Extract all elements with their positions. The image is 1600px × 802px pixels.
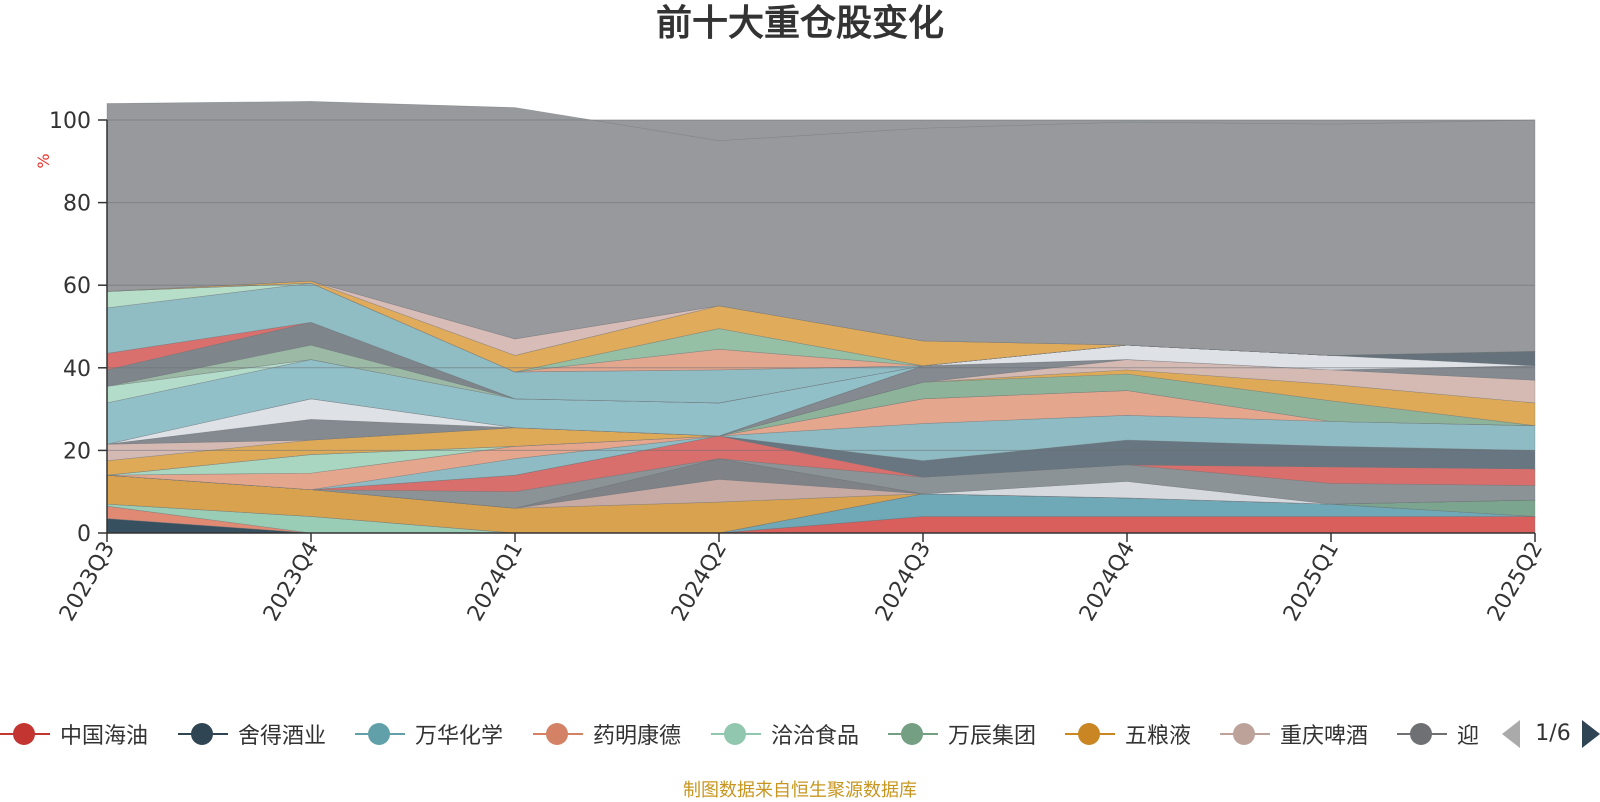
- legend-marker-icon: [1397, 722, 1447, 746]
- legend-marker-icon: [888, 722, 938, 746]
- legend-label: 万华化学: [415, 724, 504, 749]
- source-note: 制图数据来自恒生聚源数据库: [683, 780, 917, 801]
- triangle-left-icon[interactable]: [1500, 712, 1522, 756]
- legend-label: 五粮液: [1125, 724, 1192, 749]
- x-tick-label: 2024Q1: [463, 538, 528, 626]
- area-series-34: [106, 101, 1536, 356]
- x-tick-label: 2025Q1: [1279, 538, 1344, 626]
- y-tick-label: 100: [49, 109, 91, 134]
- legend-item[interactable]: 洽洽食品: [711, 712, 859, 756]
- legend-marker-icon: [533, 722, 583, 746]
- chart-plot: 0 20 40 60 80 100 2023Q3 2023Q4 2024Q1 2024Q2 2024…: [34, 101, 1548, 626]
- y-axis-unit: %: [34, 153, 53, 168]
- legend-marker-icon: [1065, 722, 1115, 746]
- legend-marker-icon: [1220, 722, 1270, 746]
- legend-marker-icon: [355, 722, 405, 746]
- legend-item[interactable]: 迎驾贡酒: [1397, 712, 1478, 756]
- x-tick-label: 2025Q2: [1483, 538, 1548, 626]
- y-tick-label: 20: [63, 439, 91, 464]
- legend-items: 中国海油 舍得酒业 万华化学 药明康德 洽洽食品 万辰集团 五粮液 重庆啤酒 迎驾贡酒: [0, 712, 1478, 756]
- legend-label: 迎驾贡酒: [1457, 724, 1478, 749]
- y-tick-label: 80: [63, 192, 91, 217]
- legend-item[interactable]: 中国海油: [0, 712, 148, 756]
- legend-marker-icon: [711, 722, 761, 746]
- legend-label: 重庆啤酒: [1280, 724, 1369, 749]
- legend-label: 万辰集团: [948, 724, 1037, 749]
- legend-label: 舍得酒业: [238, 724, 327, 749]
- legend-label: 药明康德: [593, 724, 682, 749]
- legend-marker-icon: [0, 722, 50, 746]
- x-tick-label: 2024Q3: [871, 538, 936, 626]
- x-tick-label: 2023Q4: [259, 538, 324, 626]
- y-tick-label: 40: [63, 357, 91, 382]
- legend-page-indicator: 1/6: [1535, 721, 1571, 746]
- y-tick-label: 0: [77, 522, 91, 547]
- legend-item[interactable]: 重庆啤酒: [1220, 712, 1368, 756]
- legend-item[interactable]: 万辰集团: [888, 712, 1036, 756]
- legend: 中国海油 舍得酒业 万华化学 药明康德 洽洽食品 万辰集团 五粮液 重庆啤酒 迎驾贡酒 1/6: [0, 712, 1600, 756]
- legend-item[interactable]: 药明康德: [533, 712, 681, 756]
- x-tick-label: 2024Q4: [1075, 538, 1140, 626]
- legend-label: 中国海油: [60, 724, 149, 749]
- chart-title: 前十大重仓股变化: [655, 3, 944, 44]
- legend-marker-icon: [178, 722, 228, 746]
- legend-item[interactable]: 舍得酒业: [178, 712, 326, 756]
- legend-item[interactable]: 五粮液: [1065, 712, 1191, 756]
- x-tick-label: 2024Q2: [667, 538, 732, 626]
- legend-label: 洽洽食品: [771, 724, 860, 749]
- triangle-right-icon[interactable]: [1580, 712, 1600, 756]
- y-tick-label: 60: [63, 274, 91, 299]
- legend-item[interactable]: 万华化学: [355, 712, 503, 756]
- x-tick-label: 2023Q3: [55, 538, 120, 626]
